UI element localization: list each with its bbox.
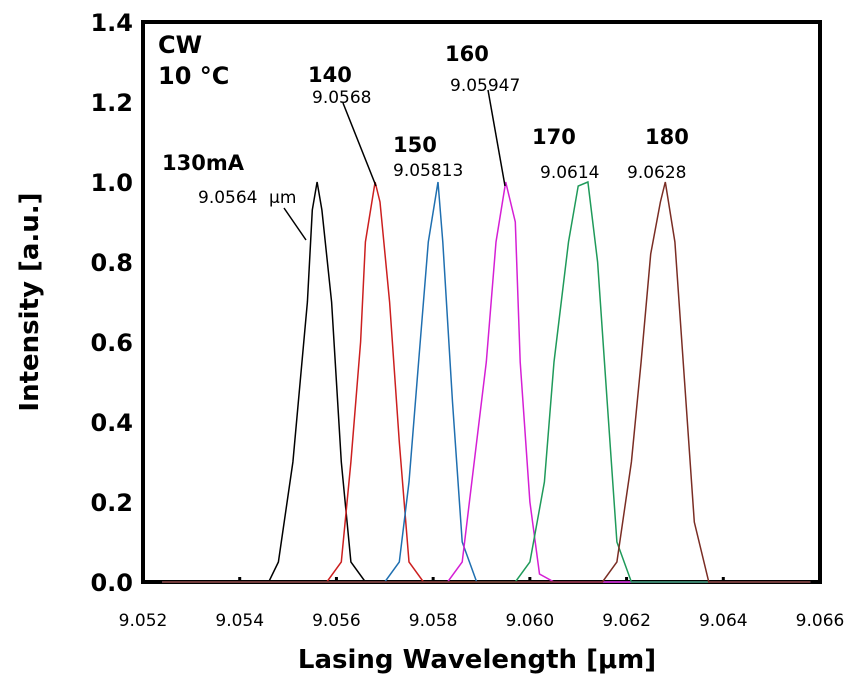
y-tick-label: 0.6 bbox=[90, 329, 133, 357]
peak-wavelength-label: 9.05813 bbox=[393, 161, 463, 181]
y-tick-label: 0.0 bbox=[90, 569, 133, 597]
series-layer bbox=[162, 180, 811, 583]
series-line-5 bbox=[162, 180, 811, 583]
x-tick-label: 9.066 bbox=[796, 611, 844, 631]
plot-frame bbox=[141, 20, 822, 584]
y-tick-label: 1.0 bbox=[90, 169, 133, 197]
x-tick-label: 9.062 bbox=[602, 611, 651, 631]
condition-temperature: 10 °C bbox=[158, 62, 229, 90]
peak-wavelength-label: 9.0564 bbox=[198, 188, 257, 208]
series-line-3 bbox=[162, 181, 811, 583]
series-line-6 bbox=[162, 181, 811, 583]
series-line-4 bbox=[162, 181, 811, 583]
annotation-pointer bbox=[283, 207, 307, 241]
y-tick-label: 0.4 bbox=[90, 409, 133, 437]
series-name-label: 140 bbox=[308, 63, 352, 87]
condition-mode: CW bbox=[158, 31, 202, 59]
peak-wavelength-label: 9.0614 bbox=[540, 163, 599, 183]
peak-wavelength-label: 9.0628 bbox=[627, 163, 686, 183]
y-tick-label: 0.2 bbox=[90, 489, 133, 517]
x-tick-label: 9.052 bbox=[119, 611, 168, 631]
x-tick-label: 9.060 bbox=[506, 611, 555, 631]
x-axis-title: Lasing Wavelength [μm] bbox=[298, 645, 656, 675]
y-axis-title: Intensity [a.u.] bbox=[15, 192, 45, 411]
series-name-label: 180 bbox=[645, 125, 689, 149]
x-tick-label: 9.058 bbox=[409, 611, 458, 631]
x-axis-ticks: 9.052 9.054 9.056 9.058 9.060 9.062 9.064 9.066 bbox=[119, 577, 844, 631]
x-tick-label: 9.056 bbox=[312, 611, 361, 631]
y-tick-label: 1.2 bbox=[90, 89, 133, 117]
annotation-pointer bbox=[342, 102, 377, 187]
peak-wavelength-label: 9.05947 bbox=[450, 76, 520, 96]
x-tick-label: 9.064 bbox=[699, 611, 748, 631]
series-name-label: 150 bbox=[393, 133, 437, 157]
x-tick-label: 9.054 bbox=[215, 611, 264, 631]
peak-wavelength-label: 9.0568 bbox=[312, 88, 371, 108]
series-name-label: 160 bbox=[445, 42, 489, 66]
series-line-1 bbox=[162, 181, 811, 583]
peak-unit-label: μm bbox=[269, 188, 296, 208]
y-tick-label: 1.4 bbox=[90, 9, 133, 37]
annotation-pointer bbox=[487, 89, 506, 187]
series-name-label: 170 bbox=[532, 125, 576, 149]
series-name-label: 130mA bbox=[162, 151, 245, 175]
series-line-2 bbox=[162, 181, 811, 583]
y-tick-label: 0.8 bbox=[90, 249, 133, 277]
y-axis-ticks: 0.0 0.2 0.4 0.6 0.8 1.0 1.2 1.4 bbox=[90, 9, 133, 597]
